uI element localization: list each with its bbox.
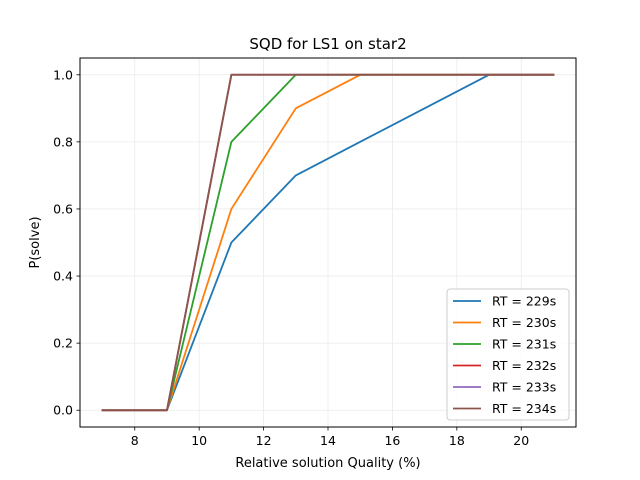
y-tick-label: 0.0 — [53, 403, 73, 418]
series-line-5 — [101, 73, 555, 412]
y-tick-label: 0.2 — [53, 336, 73, 351]
x-tick-label: 8 — [131, 433, 139, 448]
legend-entry-label: RT = 233s — [492, 380, 556, 395]
x-tick-label: 12 — [256, 433, 272, 448]
x-tick-label: 18 — [449, 433, 465, 448]
y-tick-label: 0.4 — [53, 269, 73, 284]
chart-title: SQD for LS1 on star2 — [249, 35, 406, 53]
legend-entry-label: RT = 234s — [492, 401, 556, 416]
y-tick-label: 1.0 — [53, 67, 73, 82]
series-line-0 — [101, 73, 555, 412]
x-axis-label: Relative solution Quality (%) — [235, 456, 420, 471]
legend-entry-label: RT = 231s — [492, 337, 556, 352]
x-tick-label: 20 — [513, 433, 529, 448]
series-lines — [101, 73, 555, 412]
legend-entry-label: RT = 229s — [492, 294, 556, 309]
x-tick-label: 10 — [191, 433, 207, 448]
x-tick-label: 14 — [320, 433, 336, 448]
y-tick-label: 0.6 — [53, 201, 73, 216]
axis-ticks: 8 10 12 14 16 18 20 0.0 0.2 0.4 0.6 0.8 1.0 — [53, 67, 529, 448]
legend-entry-label: RT = 232s — [492, 358, 556, 373]
y-axis-label: P(solve) — [28, 216, 43, 268]
legend-entry-label: RT = 230s — [492, 315, 556, 330]
x-tick-label: 16 — [384, 433, 400, 448]
legend: RT = 229s RT = 230s RT = 231s RT = 232s RT =… — [446, 288, 570, 421]
y-tick-label: 0.8 — [53, 134, 73, 149]
